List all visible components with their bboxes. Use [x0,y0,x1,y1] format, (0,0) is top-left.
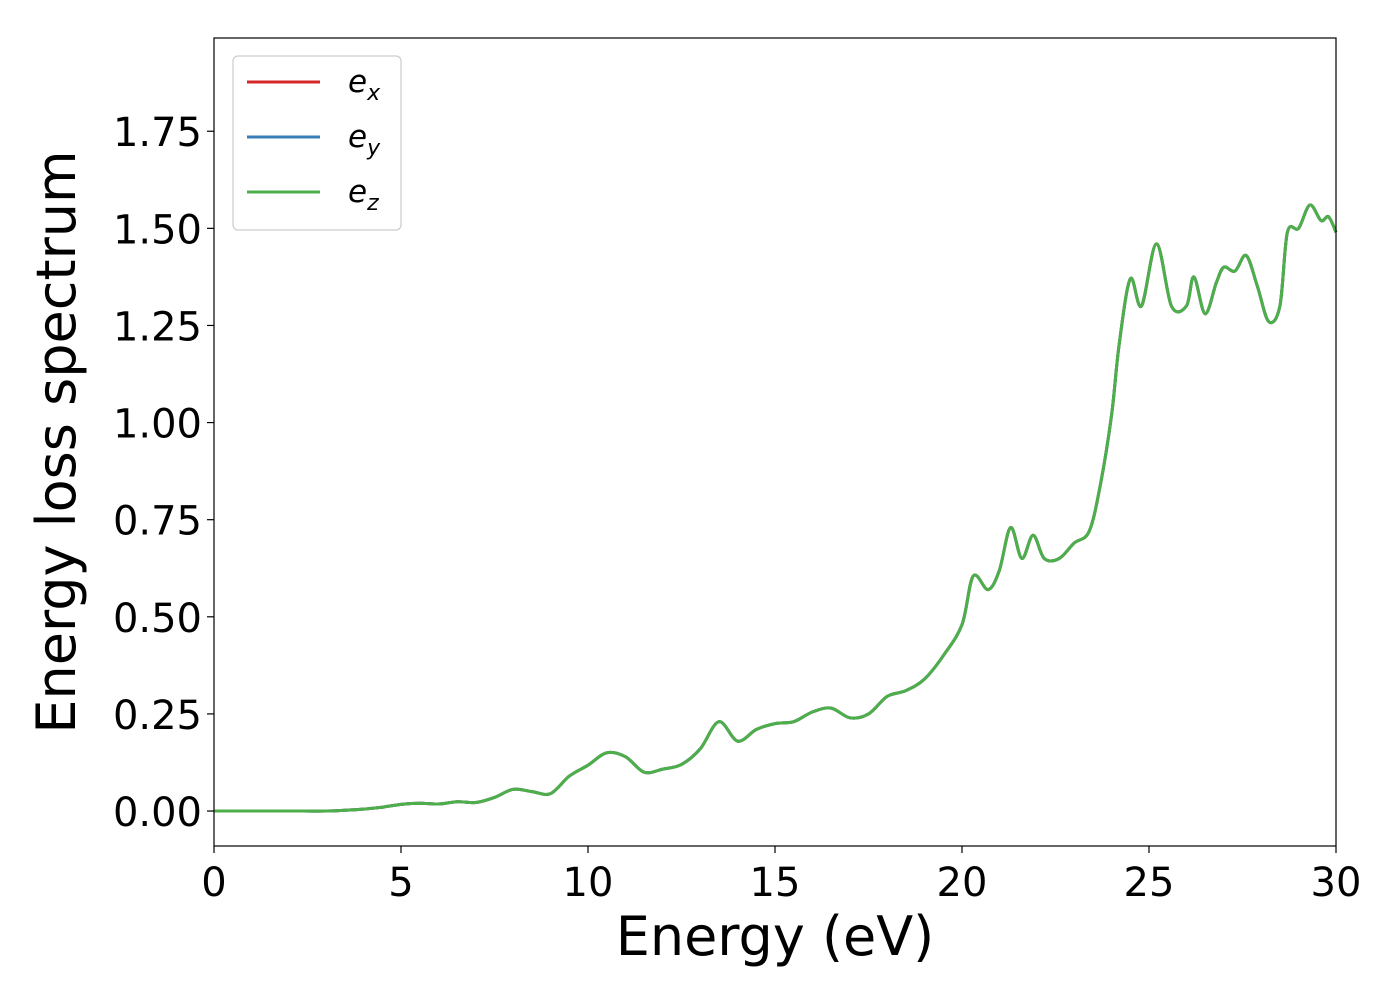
x-tick-label: 30 [1311,860,1362,906]
y-tick-label: 1.50 [113,207,202,253]
y-tick-label: 0.50 [113,596,202,642]
x-tick-label: 20 [937,860,988,906]
x-tick-label: 15 [750,860,801,906]
x-tick-label: 0 [201,860,226,906]
x-tick-label: 25 [1124,860,1175,906]
y-tick-label: 1.00 [113,402,202,448]
series-layer [214,203,1338,813]
x-tick-label: 10 [563,860,614,906]
y-tick-label: 0.25 [113,693,202,739]
series-line-z [214,203,1338,813]
y-tick-label: 1.25 [113,304,202,350]
y-tick-label: 0.75 [113,499,202,545]
x-axis-label: Energy (eV) [616,905,935,968]
x-tick-label: 5 [388,860,413,906]
y-axis-label: Energy loss spectrum [25,150,88,733]
ticks-layer: 0 5 10 15 20 25 30 0.00 0.25 0.50 0.75 1.00 1.25 1.50… [113,110,1362,906]
legend-frame [232,55,402,231]
y-tick-label: 1.75 [113,110,202,156]
y-tick-label: 0.00 [113,790,202,836]
